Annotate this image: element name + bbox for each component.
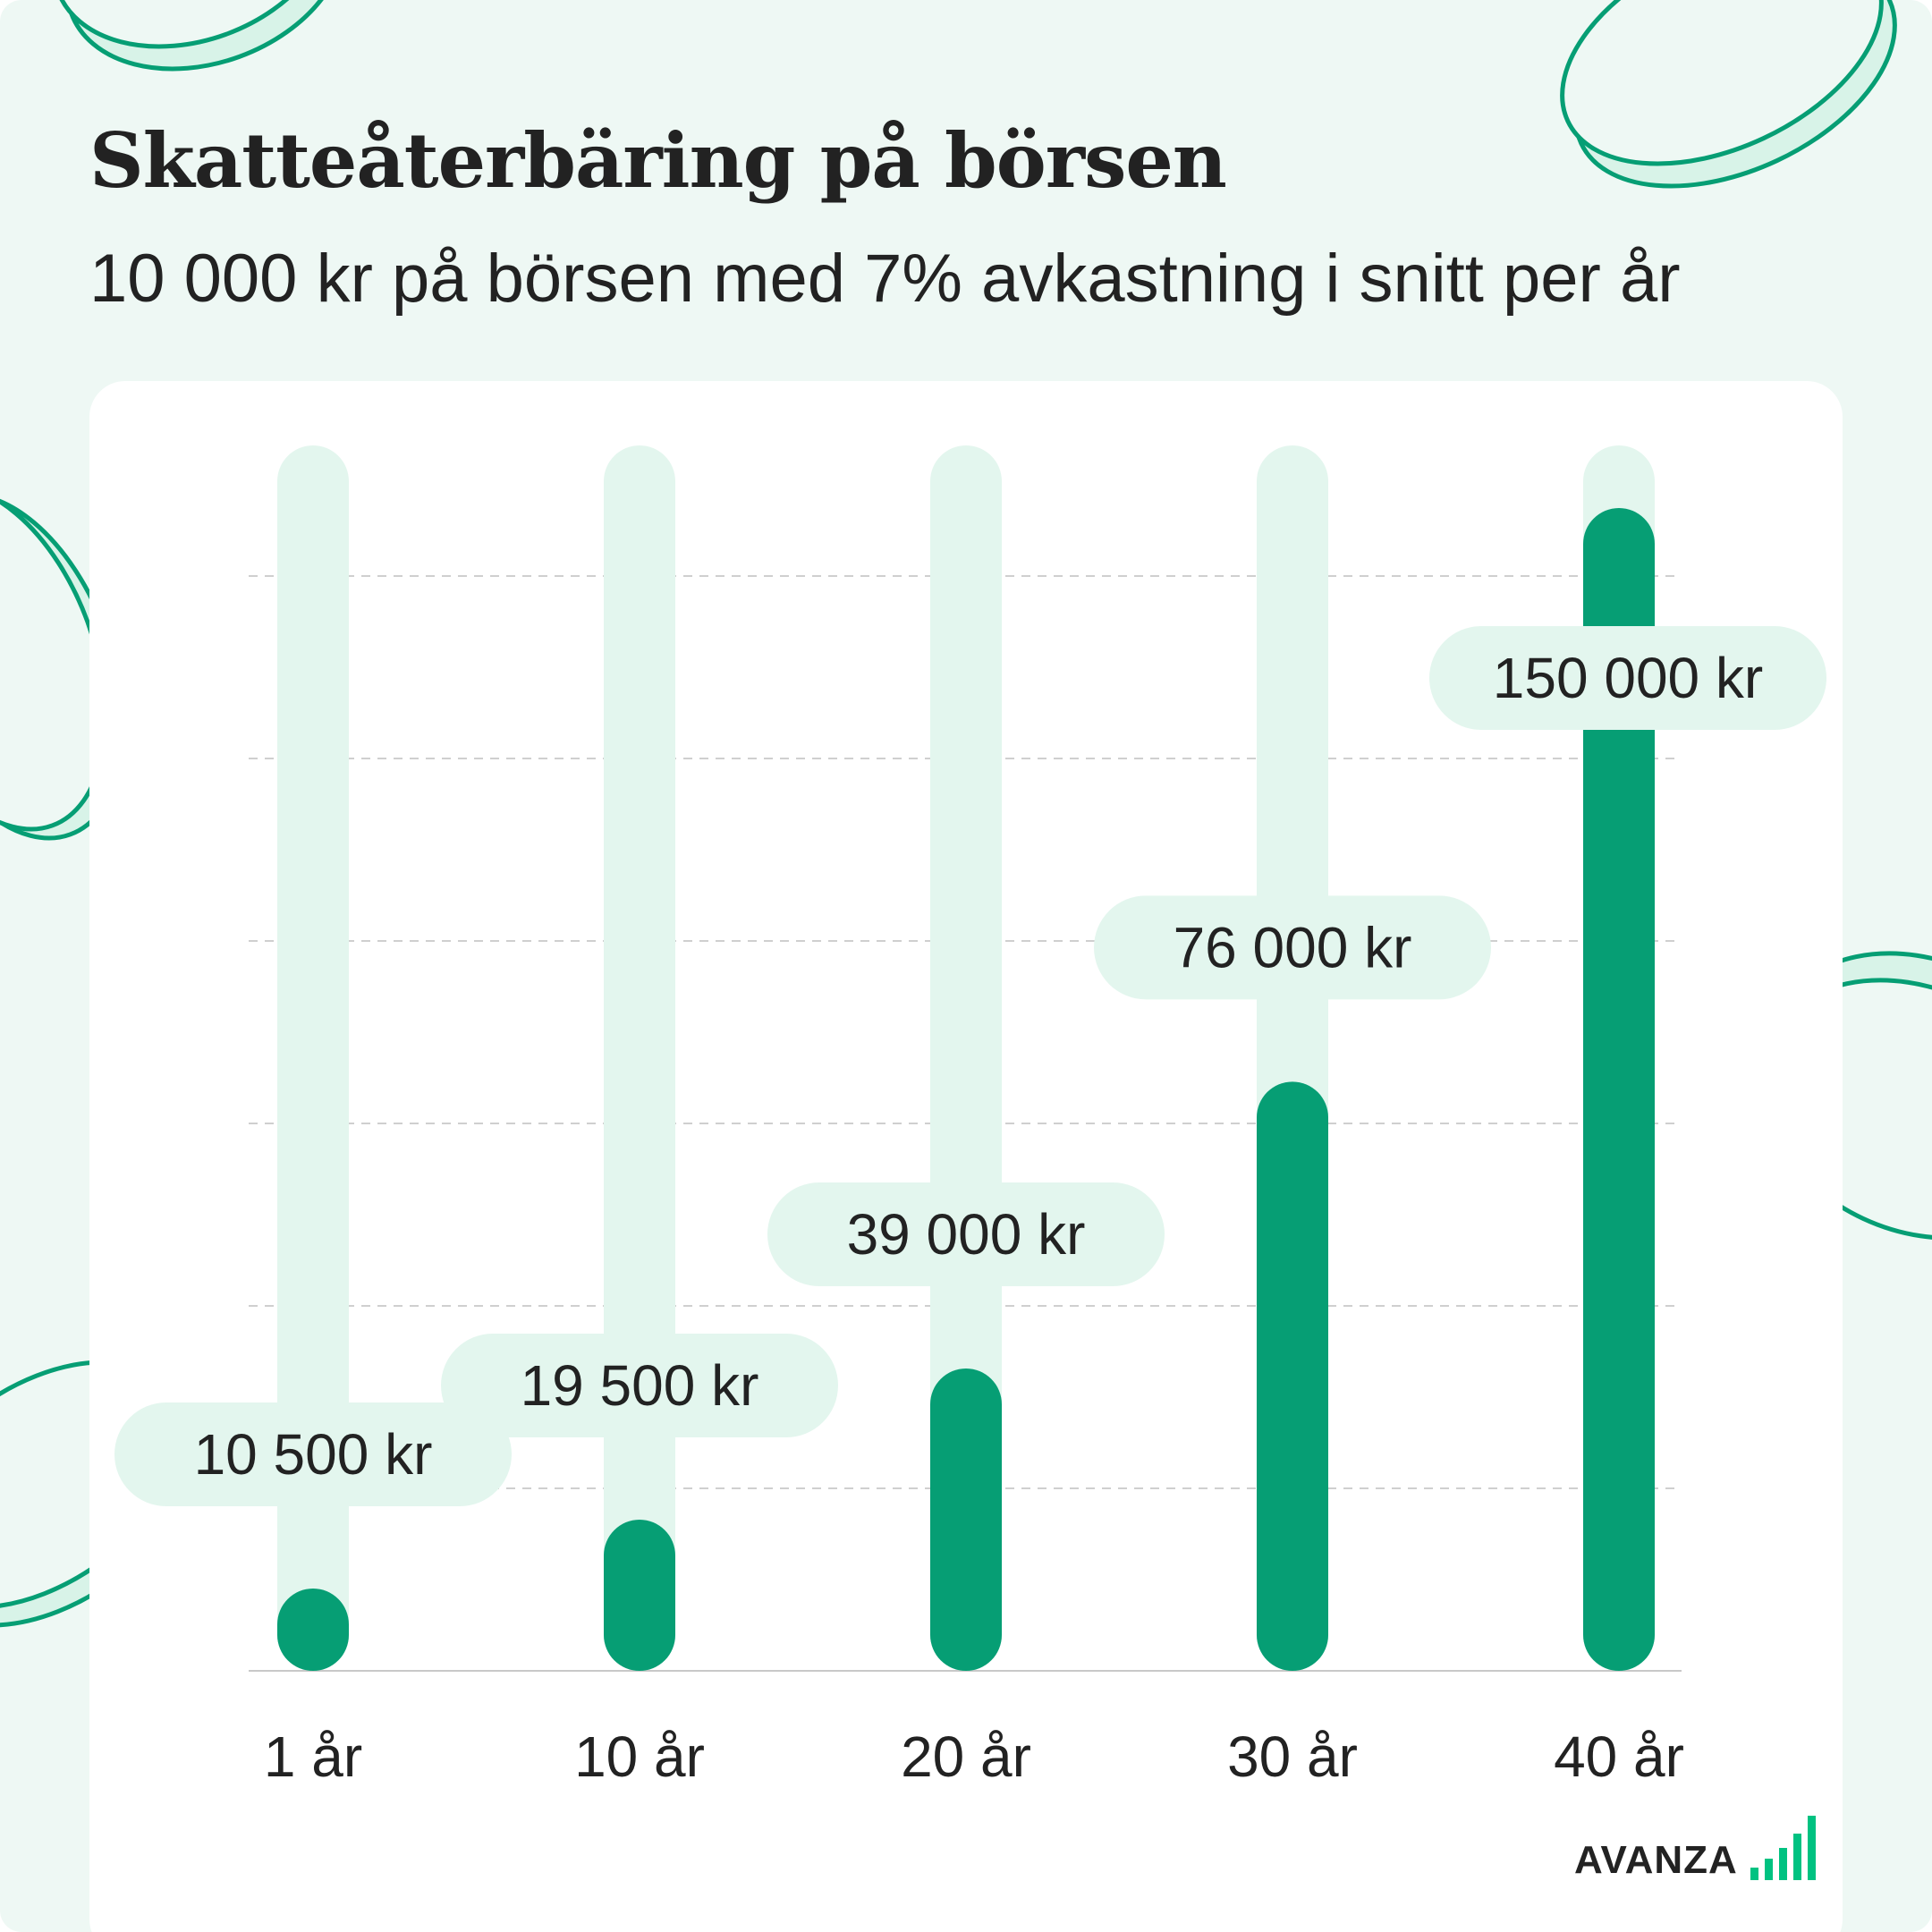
- data-label: 39 000 kr: [847, 1202, 1086, 1267]
- page-title: Skatteåterbäring på börsen: [89, 116, 1227, 205]
- data-label: 150 000 kr: [1493, 646, 1763, 710]
- bar-chart: 10 500 kr 1 år 19 500 kr 10 år 39 000 kr 20 å…: [114, 445, 1826, 1789]
- data-label-pill: [441, 1334, 838, 1437]
- data-label-pill: [1094, 895, 1491, 1000]
- coin-top-left-icon: [51, 0, 347, 72]
- avanza-logo: AVANZA: [1574, 1816, 1816, 1880]
- data-label: 19 500 kr: [521, 1353, 759, 1418]
- x-tick-label: 1 år: [264, 1724, 362, 1789]
- data-label: 76 000 kr: [1174, 915, 1412, 979]
- bar: [277, 1589, 349, 1671]
- x-tick-label: 30 år: [1227, 1724, 1358, 1789]
- chart-card: 10 500 kr 1 år 19 500 kr 10 år 39 000 kr 20 å…: [89, 381, 1843, 1932]
- bar: [604, 1520, 675, 1671]
- data-label-pill: [114, 1402, 512, 1506]
- data-label-pill: [1429, 626, 1826, 730]
- data-label-pill: [767, 1182, 1165, 1286]
- bar-track: [604, 445, 675, 1671]
- coin-top-right-icon: [1560, 0, 1897, 189]
- avanza-bars-icon: [1750, 1816, 1816, 1880]
- x-tick-label: 40 år: [1554, 1724, 1684, 1789]
- bar: [930, 1368, 1002, 1671]
- bar-track: [930, 445, 1002, 1671]
- bar-track: [277, 445, 349, 1671]
- data-label: 10 500 kr: [194, 1422, 433, 1487]
- x-tick-label: 20 år: [901, 1724, 1031, 1789]
- x-tick-label: 10 år: [574, 1724, 705, 1789]
- page-subtitle: 10 000 kr på börsen med 7% avkastning i …: [89, 241, 1681, 317]
- logo-text: AVANZA: [1574, 1838, 1738, 1882]
- bar: [1583, 508, 1655, 1671]
- bar: [1257, 1081, 1328, 1671]
